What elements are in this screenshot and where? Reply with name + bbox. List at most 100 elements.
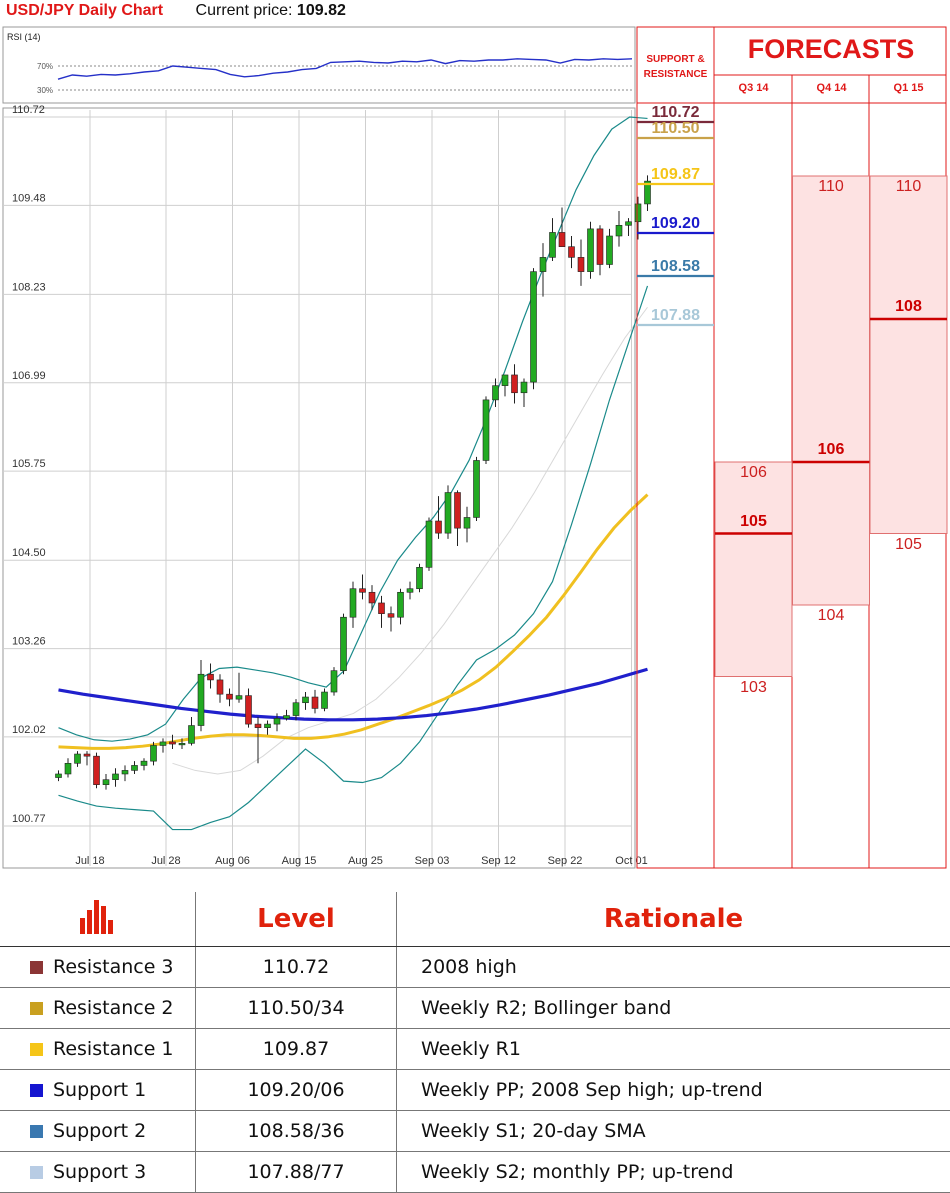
level-color-swatch: [30, 961, 43, 974]
column-q1-15: Q1 15: [870, 82, 947, 94]
level-name: Resistance 1: [53, 1038, 174, 1060]
forecast-range: [793, 176, 870, 605]
candle: [578, 240, 584, 286]
candle-body: [274, 718, 280, 724]
rsi-label: RSI (14): [7, 32, 41, 42]
level-rationale: Weekly R1: [397, 1029, 950, 1070]
candle: [626, 218, 632, 236]
level-rationale: Weekly S2; monthly PP; up-trend: [397, 1152, 950, 1193]
level-value: 110.72: [196, 947, 397, 988]
candle-body: [436, 521, 442, 533]
level-name-cell: Support 1: [0, 1070, 196, 1111]
column-q3-14: Q3 14: [715, 82, 792, 94]
candle-body: [350, 589, 356, 618]
candle-body: [483, 400, 489, 461]
candle: [65, 758, 71, 777]
sma-blue-line: [59, 669, 648, 720]
forecast-value: 105: [715, 513, 792, 531]
candle-body: [474, 460, 480, 517]
candle-body: [75, 754, 81, 763]
x-tick-label: Aug 15: [282, 855, 317, 867]
y-tick-label: 102.02: [12, 724, 46, 736]
bar-chart-icon: [78, 896, 118, 936]
candle-body: [512, 375, 518, 393]
candle-body: [559, 232, 565, 246]
candle: [369, 585, 375, 610]
candle: [588, 222, 594, 279]
sr-title-line1: SUPPORT &: [637, 52, 714, 67]
candle-body: [322, 692, 328, 708]
level-color-swatch: [30, 1043, 43, 1056]
candle-body: [616, 225, 622, 236]
level-name-cell: Resistance 3: [0, 947, 196, 988]
level-value: 109.87: [196, 1029, 397, 1070]
candle-body: [493, 386, 499, 400]
level-name: Resistance 2: [53, 997, 174, 1019]
candle-body: [550, 232, 556, 257]
candle: [550, 218, 556, 261]
candle-body: [426, 521, 432, 567]
level-name-cell: Support 3: [0, 1152, 196, 1193]
candle: [236, 673, 242, 703]
rsi-panel-frame: [3, 27, 635, 103]
candle-body: [84, 754, 90, 756]
candle: [141, 758, 147, 770]
candle: [616, 211, 622, 247]
level-color-swatch: [30, 1166, 43, 1179]
candle-body: [227, 694, 233, 699]
chart-area: 110.72109.48108.23106.99105.75104.50103.…: [0, 0, 950, 880]
candle-body: [341, 617, 347, 670]
forecast-value: 104: [793, 607, 870, 625]
candle: [417, 564, 423, 593]
candle: [198, 660, 204, 731]
candle: [483, 396, 489, 464]
x-tick-label: Jul 28: [151, 855, 180, 867]
forecast-value: 106: [715, 464, 792, 482]
candle-body: [464, 517, 470, 528]
candle-body: [284, 716, 290, 719]
candle: [103, 774, 109, 790]
candle: [312, 690, 318, 714]
y-tick-label: 109.48: [12, 192, 46, 204]
candle-body: [246, 696, 252, 725]
sr-level-label: 107.88: [637, 307, 714, 325]
column-q4-14: Q4 14: [793, 82, 870, 94]
candle-body: [65, 763, 71, 774]
x-tick-label: Sep 03: [415, 855, 450, 867]
candle-body: [293, 703, 299, 716]
candle: [512, 364, 518, 403]
level-value: 108.58/36: [196, 1111, 397, 1152]
candle-body: [160, 742, 166, 746]
candle-body: [369, 592, 375, 603]
forecast-value: 108: [870, 298, 947, 316]
candle-body: [56, 774, 62, 778]
candle-body: [217, 680, 223, 694]
forecast-value: 110: [793, 178, 870, 196]
candle-body: [417, 567, 423, 588]
candle: [607, 229, 613, 268]
candle: [122, 765, 128, 781]
y-tick-label: 103.26: [12, 636, 46, 648]
y-tick-label: 106.99: [12, 370, 46, 382]
candle: [56, 770, 62, 781]
candle-body: [103, 780, 109, 785]
level-color-swatch: [30, 1084, 43, 1097]
candle-body: [331, 671, 337, 692]
candle-body: [312, 697, 318, 708]
forecast-value: 106: [793, 441, 870, 459]
candle: [303, 692, 309, 710]
level-color-swatch: [30, 1125, 43, 1138]
rsi-line: [58, 59, 632, 79]
candle-body: [94, 756, 100, 785]
candle: [531, 268, 537, 389]
candle: [502, 375, 508, 396]
x-tick-label: Aug 25: [348, 855, 383, 867]
candle-body: [597, 229, 603, 265]
candle-body: [208, 674, 214, 680]
candle: [398, 589, 404, 625]
level-value: 107.88/77: [196, 1152, 397, 1193]
level-name-cell: Resistance 1: [0, 1029, 196, 1070]
candle: [151, 742, 157, 766]
